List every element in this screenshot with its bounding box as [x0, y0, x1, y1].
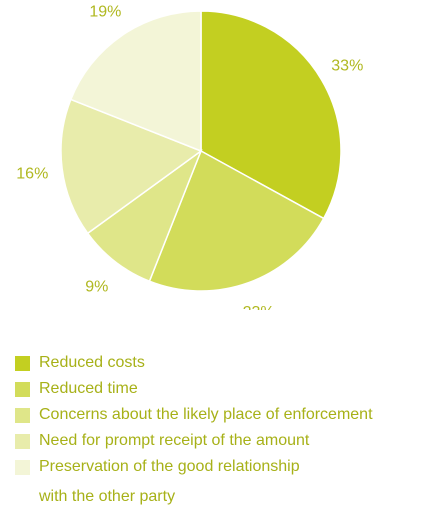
chart-legend: Reduced costs Reduced time Concerns abou… — [15, 354, 435, 518]
pie-value-label-place-of-enforcement: 9% — [85, 278, 108, 295]
legend-swatch — [15, 356, 30, 371]
pie-slice-prompt-receipt — [60, 98, 203, 235]
pie-value-label-prompt-receipt: 16% — [16, 165, 48, 182]
pie-slice-reduced-costs — [200, 10, 342, 220]
legend-swatch — [15, 460, 30, 475]
pie-value-label-reduced-costs: 33% — [331, 58, 363, 75]
legend-swatch — [15, 408, 30, 423]
legend-label: Reduced costs — [39, 354, 145, 371]
pie-value-label-good-relationship: 19% — [89, 3, 121, 20]
legend-label: Reduced time — [39, 380, 138, 397]
legend-item-prompt-receipt: Need for prompt receipt of the amount — [15, 432, 435, 453]
pie-chart: 33% 23% 9% 16% 19% — [16, 3, 363, 310]
legend-swatch — [15, 434, 30, 449]
legend-item-reduced-costs: Reduced costs — [15, 354, 435, 375]
pie-value-labels: 33% 23% 9% 16% 19% — [16, 3, 363, 310]
legend-item-reduced-time: Reduced time — [15, 380, 435, 401]
legend-label: Preservation of the good relationship wi… — [39, 458, 300, 505]
pie-slices — [60, 10, 342, 292]
pie-slice-reduced-time — [148, 149, 325, 292]
legend-swatch — [15, 382, 30, 397]
pie-slice-good-relationship — [69, 10, 202, 153]
pie-value-label-reduced-time: 23% — [243, 304, 275, 310]
pie-slice-place-of-enforcement — [86, 148, 203, 283]
legend-item-good-relationship: Preservation of the good relationship wi… — [15, 458, 435, 512]
legend-item-place-of-enforcement: Concerns about the likely place of enfor… — [15, 406, 435, 427]
legend-label: Concerns about the likely place of enfor… — [39, 406, 373, 423]
legend-label: Need for prompt receipt of the amount — [39, 432, 310, 449]
